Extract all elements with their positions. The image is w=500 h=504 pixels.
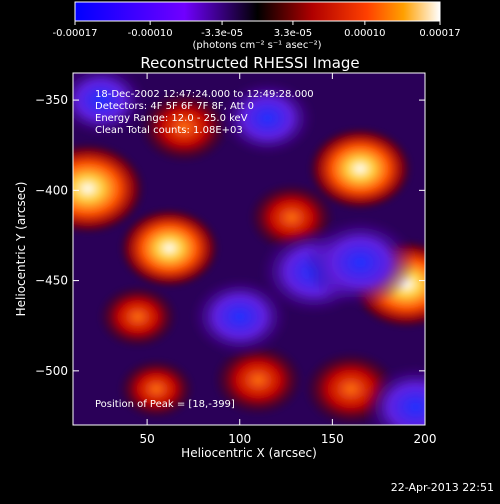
- plot-frame: [72, 72, 426, 426]
- negative-source: [363, 365, 425, 425]
- x-tick-label: 50: [139, 432, 154, 446]
- y-tick-label: −400: [35, 183, 68, 197]
- negative-source: [220, 80, 315, 156]
- image-sources: [73, 73, 425, 425]
- colorbar-tick-label: 0.00010: [344, 28, 385, 39]
- positive-source: [139, 91, 230, 164]
- annotation-time: 18-Dec-2002 12:47:24.000 to 12:49:28.000: [95, 89, 314, 100]
- x-tick-label: 200: [414, 432, 437, 446]
- colorbar-tick-label: -0.00017: [53, 28, 98, 39]
- y-tick-label: −450: [35, 274, 68, 288]
- negative-source: [73, 73, 146, 137]
- colorbar-ticks: -0.00017 -0.00010 -3.3e-05 3.3e-05 0.00010 0.…: [53, 21, 461, 39]
- colorbar-unit-label: (photons cm⁻² s⁻¹ asec⁻²): [192, 40, 321, 51]
- y-axis-label: Heliocentric Y (arcsec): [14, 182, 28, 317]
- colorbar-tick-label: -3.3e-05: [201, 28, 243, 39]
- annotation-block: 18-Dec-2002 12:47:24.000 to 12:49:28.000…: [95, 89, 314, 136]
- x-tick-label: 150: [321, 432, 344, 446]
- chart-title: Reconstructed RHESSI Image: [140, 54, 359, 72]
- axes: 50 100 150 200 −350 −400 −450 −500: [35, 73, 436, 446]
- negative-source: [304, 217, 416, 308]
- x-tick-label: 100: [228, 432, 251, 446]
- annotation-detectors: Detectors: 4F 5F 6F 7F 8F, Att 0: [95, 101, 254, 112]
- y-tick-label: −500: [35, 364, 68, 378]
- y-tick-label: −350: [35, 93, 68, 107]
- annotation-counts: Clean Total counts: 1.08E+03: [95, 125, 243, 136]
- annotation-energy: Energy Range: 12.0 - 25.0 keV: [95, 113, 248, 124]
- colorbar-tick-label: 0.00017: [419, 28, 460, 39]
- negative-source: [191, 277, 289, 356]
- positive-source: [97, 284, 178, 349]
- positive-source: [213, 343, 304, 416]
- colorbar: [74, 1, 441, 22]
- colorbar-tick-label: 3.3e-05: [274, 28, 312, 39]
- positive-source: [118, 358, 195, 420]
- positive-source: [307, 126, 413, 211]
- timestamp: 22-Apr-2013 22:51: [390, 481, 494, 494]
- peak-position-label: Position of Peak = [18,-399]: [95, 399, 235, 410]
- positive-source: [73, 142, 146, 235]
- positive-source: [118, 207, 220, 289]
- x-axis-label: Heliocentric X (arcsec): [181, 446, 317, 460]
- colorbar-tick-label: -0.00010: [128, 28, 173, 39]
